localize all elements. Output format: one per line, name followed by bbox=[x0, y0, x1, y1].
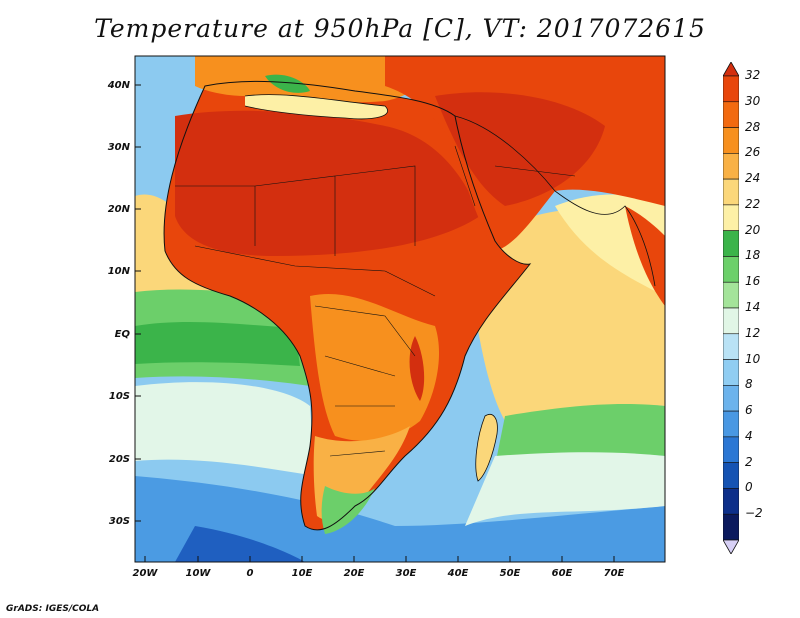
credit-text: GrADS: IGES/COLA bbox=[6, 604, 100, 614]
lat-label: 20N bbox=[107, 204, 130, 215]
map-frame bbox=[134, 55, 666, 563]
mediterranean-sea bbox=[245, 94, 388, 119]
colorbar-label: 26 bbox=[745, 145, 761, 160]
lon-label: 40E bbox=[447, 568, 469, 579]
colorbar-swatch bbox=[723, 307, 739, 335]
lon-label: 60E bbox=[551, 568, 573, 579]
colorbar bbox=[723, 62, 739, 554]
country-borders bbox=[175, 145, 576, 457]
madagascar bbox=[475, 414, 498, 482]
map-title: Temperature at 950hPa [C], VT: 201707261… bbox=[94, 14, 706, 43]
lat-label: 40N bbox=[107, 80, 130, 91]
lon-label: 10W bbox=[185, 568, 211, 579]
colorbar-label: 20 bbox=[745, 222, 761, 237]
map-panel bbox=[134, 55, 666, 563]
colorbar-swatch bbox=[723, 436, 739, 463]
colorbar-swatch bbox=[723, 178, 739, 206]
lon-label: 20W bbox=[132, 568, 158, 579]
lat-label: 20S bbox=[108, 454, 130, 465]
colorbar-label: 2 bbox=[745, 454, 753, 469]
colorbar-swatch bbox=[723, 333, 739, 360]
colorbar-label: 8 bbox=[745, 377, 753, 392]
colorbar-swatch bbox=[723, 385, 739, 412]
colorbar-label: 10 bbox=[745, 351, 761, 366]
colorbar-label: 12 bbox=[745, 325, 761, 340]
colorbar-swatch bbox=[723, 101, 739, 128]
lon-label: 0 bbox=[246, 568, 254, 579]
colorbar-label: −2 bbox=[745, 506, 763, 521]
coastline bbox=[163, 80, 532, 531]
colorbar-swatch bbox=[723, 462, 739, 489]
colorbar-label: 6 bbox=[745, 403, 753, 418]
colorbar-label: 28 bbox=[745, 119, 761, 134]
lon-label: 30E bbox=[395, 568, 417, 579]
colorbar-label: 24 bbox=[745, 171, 761, 186]
lat-label: 10S bbox=[108, 391, 130, 402]
lat-label: 10N bbox=[107, 266, 130, 277]
colorbar-swatch bbox=[723, 488, 739, 515]
lat-label: EQ bbox=[114, 329, 130, 340]
colorbar-label: 18 bbox=[745, 248, 761, 263]
colorbar-swatch bbox=[723, 513, 739, 541]
lon-label: 10E bbox=[291, 568, 313, 579]
colorbar-label: 32 bbox=[745, 68, 761, 82]
colorbar-swatch bbox=[723, 127, 739, 154]
lat-label: 30S bbox=[108, 516, 130, 527]
lat-label: 30N bbox=[107, 142, 130, 153]
colorbar-swatch bbox=[723, 410, 739, 438]
temperature-map bbox=[134, 55, 666, 563]
colorbar-underflow-triangle bbox=[723, 539, 739, 554]
colorbar-swatch bbox=[723, 256, 739, 283]
colorbar-label: 14 bbox=[745, 300, 761, 314]
lon-label: 20E bbox=[343, 568, 365, 579]
colorbar-swatch bbox=[723, 230, 739, 257]
colorbar-swatch bbox=[723, 281, 739, 309]
colorbar-label: 22 bbox=[745, 196, 761, 211]
colorbar-swatch bbox=[723, 204, 739, 231]
colorbar-swatch bbox=[723, 153, 739, 180]
lon-label: 70E bbox=[603, 568, 625, 579]
colorbar-label: 30 bbox=[745, 93, 761, 108]
colorbar-swatch bbox=[723, 359, 739, 386]
colorbar-overflow-triangle bbox=[723, 62, 739, 77]
colorbar-label: 4 bbox=[745, 428, 753, 443]
colorbar-swatch bbox=[723, 75, 739, 103]
southern-cold-band bbox=[135, 476, 665, 562]
colorbar-label: 0 bbox=[745, 480, 753, 495]
lon-label: 50E bbox=[499, 568, 521, 579]
colorbar-label: 16 bbox=[745, 274, 761, 289]
